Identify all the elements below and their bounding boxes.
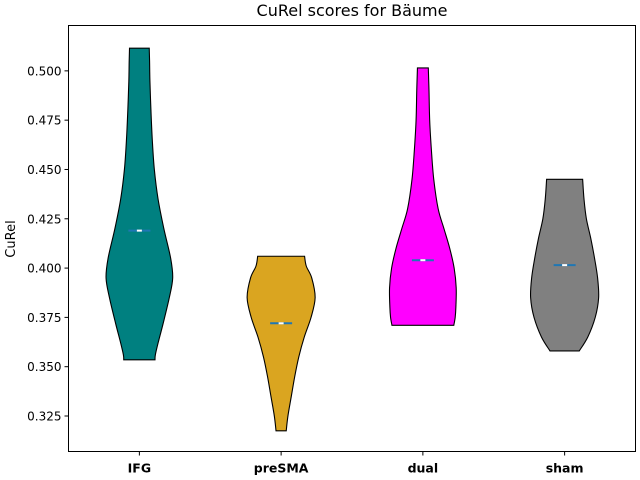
plot-frame	[68, 25, 636, 452]
x-tick-label-sham: sham	[546, 461, 584, 476]
y-axis: 0.325 0.350 0.375 0.400 0.425 0.450 0.475 0.500	[27, 64, 69, 424]
y-tick-label: 0.475	[27, 114, 61, 128]
violin-ifg	[105, 47, 174, 361]
y-tick-label: 0.400	[27, 262, 61, 276]
x-tick-label-presma: preSMA	[254, 461, 309, 476]
x-tick-label-dual: dual	[408, 461, 439, 476]
violin-dual	[388, 67, 457, 326]
chart-title: CuRel scores for Bäume	[257, 1, 448, 20]
violin-presma	[246, 255, 316, 432]
x-axis: IFG preSMA dual sham	[128, 451, 584, 476]
violin-group	[105, 47, 600, 432]
y-tick-label: 0.500	[27, 64, 61, 78]
y-tick-label: 0.350	[27, 360, 61, 374]
y-tick-label: 0.375	[27, 311, 61, 325]
y-axis-label: CuRel	[4, 220, 19, 257]
x-tick-label-ifg: IFG	[128, 461, 151, 476]
y-tick-label: 0.325	[27, 410, 61, 424]
y-tick-label: 0.425	[27, 212, 61, 226]
y-tick-label: 0.450	[27, 163, 61, 177]
